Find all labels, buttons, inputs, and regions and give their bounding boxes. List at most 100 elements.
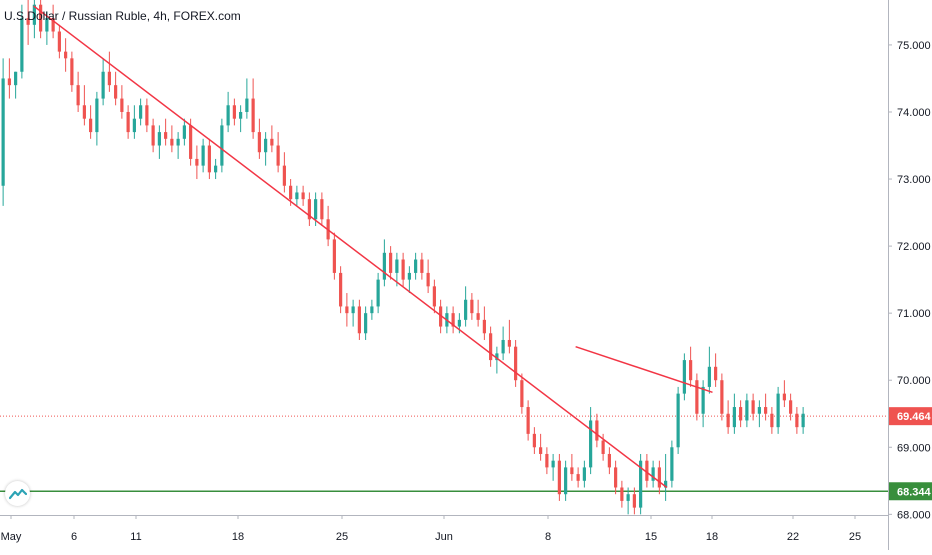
- candle-down: [64, 51, 68, 59]
- candle-down: [232, 105, 236, 119]
- time-axis-label: 6: [71, 531, 77, 543]
- candle-down: [451, 313, 455, 327]
- price-axis-label: 73.000: [897, 174, 931, 186]
- candle-up: [407, 272, 411, 280]
- candle-down: [7, 78, 11, 86]
- candle-up: [314, 199, 318, 220]
- candle-up: [95, 98, 99, 133]
- candle-down: [751, 400, 755, 414]
- candle-up: [682, 360, 686, 394]
- candle-down: [257, 132, 261, 153]
- time-axis-label: 8: [545, 531, 551, 543]
- candle-down: [282, 165, 286, 186]
- candle-up: [157, 132, 161, 146]
- price-axis-label: 71.000: [897, 308, 931, 320]
- candle-down: [301, 192, 305, 200]
- candle-up: [264, 138, 268, 153]
- candle-down: [26, 18, 30, 25]
- candle-up: [14, 71, 18, 86]
- candle-down: [514, 346, 518, 381]
- candle-down: [770, 413, 774, 428]
- candle-down: [89, 118, 93, 133]
- candle-up: [664, 480, 668, 488]
- candle-up: [139, 105, 143, 119]
- candle-down: [289, 185, 293, 200]
- candle-up: [395, 259, 399, 273]
- candle-down: [320, 199, 324, 220]
- candle-down: [595, 420, 599, 441]
- candle-down: [482, 319, 486, 334]
- candle-down: [489, 333, 493, 361]
- time-axis-label: May: [1, 531, 22, 543]
- time-axis-label: 25: [849, 531, 861, 543]
- candle-up: [176, 138, 180, 146]
- candle-up: [132, 118, 136, 133]
- candle-up: [707, 366, 711, 387]
- candle-up: [1, 78, 5, 186]
- price-axis-label: 70.000: [897, 375, 931, 387]
- candle-up: [801, 413, 805, 428]
- candle-up: [45, 18, 49, 32]
- candle-down: [251, 98, 255, 133]
- candle-down: [526, 407, 530, 434]
- candle-down: [439, 306, 443, 327]
- symbol-title: U.S.Dollar / Russian Ruble, 4h, FOREX.co…: [4, 9, 241, 23]
- candle-down: [695, 380, 699, 414]
- candle-down: [570, 467, 574, 475]
- candle-down: [689, 360, 693, 381]
- candle-down: [420, 259, 424, 273]
- candle-down: [107, 71, 111, 86]
- candle-up: [457, 319, 461, 327]
- candle-down: [170, 138, 174, 146]
- candle-up: [582, 467, 586, 481]
- candle-up: [226, 105, 230, 126]
- support-price-badge-bg: [889, 482, 932, 501]
- candle-up: [626, 494, 630, 501]
- candle-up: [370, 306, 374, 314]
- candle-up: [32, 4, 36, 25]
- candle-down: [114, 85, 118, 99]
- candle-down: [270, 138, 274, 146]
- price-axis-label: 72.000: [897, 241, 931, 253]
- candle-down: [151, 125, 155, 146]
- logo-glyph-icon: [8, 488, 27, 499]
- candle-down: [276, 145, 280, 166]
- candle-down: [601, 440, 605, 454]
- candle-down: [532, 433, 536, 448]
- candle-up: [245, 98, 249, 112]
- candle-down: [645, 460, 649, 481]
- time-axis-label: Jun: [435, 531, 453, 543]
- trendline-upper-channel[interactable]: [575, 345, 713, 393]
- candle-up: [551, 460, 555, 468]
- candle-down: [39, 4, 43, 32]
- candle-down: [507, 339, 511, 347]
- time-axis-label: 22: [787, 531, 799, 543]
- candle-up: [295, 192, 299, 200]
- candle-down: [520, 380, 524, 408]
- candle-down: [795, 413, 799, 428]
- candle-down: [476, 313, 480, 320]
- last-price-badge: 69.464: [897, 411, 932, 423]
- candle-down: [782, 393, 786, 401]
- candle-down: [145, 105, 149, 126]
- trendline-descending-resistance[interactable]: [33, 5, 668, 489]
- candle-down: [126, 111, 130, 133]
- candle-up: [351, 306, 355, 314]
- tradingview-logo-icon[interactable]: [5, 481, 30, 506]
- candle-up: [414, 259, 418, 273]
- price-axis-label: 75.000: [897, 40, 931, 52]
- candle-up: [501, 339, 505, 354]
- candle-down: [70, 58, 74, 86]
- candle-up: [776, 393, 780, 428]
- candle-down: [545, 453, 549, 468]
- time-axis-label: 15: [645, 531, 657, 543]
- candle-up: [182, 125, 186, 139]
- candle-down: [789, 400, 793, 414]
- candle-up: [239, 111, 243, 119]
- candle-up: [670, 447, 674, 481]
- candle-up: [495, 353, 499, 361]
- candle-down: [657, 467, 661, 488]
- candle-down: [345, 306, 349, 314]
